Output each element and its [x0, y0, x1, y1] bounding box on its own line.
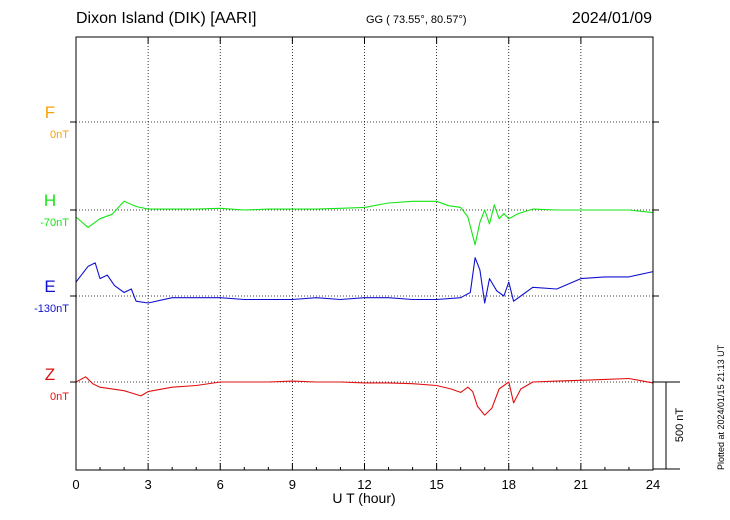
station-title: Dixon Island (DIK) [AARI] — [76, 10, 257, 27]
series-line-h — [75, 200, 654, 246]
series-name-z: Z — [45, 365, 55, 384]
grid-layer — [70, 37, 680, 470]
series-baseline-label-z: 0nT — [50, 391, 69, 403]
x-tick-label: 24 — [646, 477, 660, 492]
x-tick-label: 18 — [502, 477, 516, 492]
series-line-e — [75, 257, 654, 304]
plot-frame — [75, 36, 654, 471]
label-layer: 0 3 6 9 12 15 18 21 24 F 0nT H -70nT E -130nT Z 0nT 500 n… — [34, 103, 686, 492]
x-tick-label: 12 — [357, 477, 371, 492]
series-line-z — [75, 376, 654, 416]
x-tick-label: 21 — [574, 477, 588, 492]
geo-coordinates: GG ( 73.55°, 80.57°) — [366, 14, 467, 26]
x-tick-label: 0 — [72, 477, 79, 492]
x-tick-label: 15 — [429, 477, 443, 492]
date-label: 2024/01/09 — [571, 10, 652, 27]
series-name-e: E — [44, 277, 55, 296]
series-baseline-label-f: 0nT — [50, 129, 69, 141]
plotted-timestamp: Plotted at 2024/01/15 21:13 UT — [716, 344, 726, 470]
x-axis-label: U T (hour) — [332, 490, 395, 506]
series-layer — [75, 200, 654, 416]
x-tick-label: 9 — [289, 477, 296, 492]
series-name-f: F — [45, 103, 55, 122]
x-tick-label: 3 — [145, 477, 152, 492]
series-baseline-label-e: -130nT — [34, 303, 69, 315]
series-baseline-label-h: -70nT — [40, 217, 69, 229]
x-tick-label: 6 — [217, 477, 224, 492]
series-name-h: H — [44, 191, 56, 210]
scale-label: 500 nT — [674, 408, 686, 443]
